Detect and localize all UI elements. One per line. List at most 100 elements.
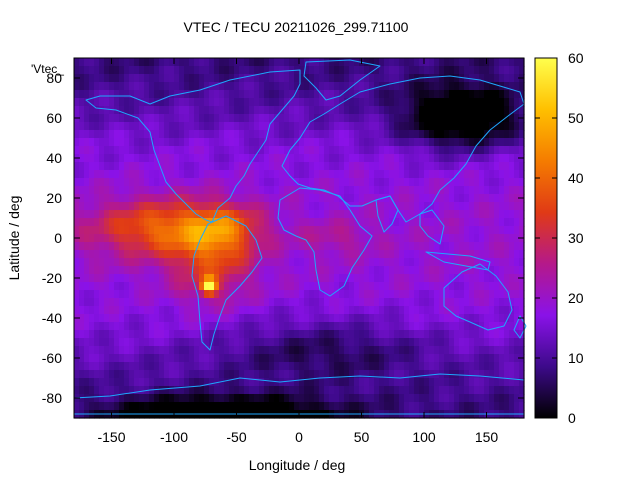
heatmap-cell <box>329 106 335 115</box>
heatmap-cell <box>179 346 185 355</box>
heatmap-cell <box>174 330 180 339</box>
heatmap-cell <box>459 74 465 83</box>
heatmap-cell <box>104 386 110 395</box>
heatmap-cell <box>319 218 325 227</box>
heatmap-cell <box>164 402 170 411</box>
heatmap-cell <box>264 74 270 83</box>
heatmap-cell <box>224 290 230 299</box>
heatmap-cell <box>454 82 460 91</box>
heatmap-cell <box>174 274 180 283</box>
heatmap-cell <box>284 258 290 267</box>
heatmap-cell <box>109 66 115 75</box>
heatmap-cell <box>234 130 240 139</box>
heatmap-cell <box>429 226 435 235</box>
heatmap-cell <box>239 194 245 203</box>
heatmap-cell <box>189 258 195 267</box>
heatmap-cell <box>379 202 385 211</box>
heatmap-cell <box>424 370 430 379</box>
heatmap-cell <box>449 274 455 283</box>
heatmap-cell <box>129 130 135 139</box>
heatmap-cell <box>354 314 360 323</box>
x-tick-label: 150 <box>475 429 499 445</box>
heatmap-cell <box>324 170 330 179</box>
heatmap-cell <box>329 162 335 171</box>
heatmap-cell <box>169 114 175 123</box>
heatmap-cell <box>294 234 300 243</box>
heatmap-cell <box>229 338 235 347</box>
heatmap-cell <box>329 82 335 91</box>
heatmap-cell <box>219 106 225 115</box>
heatmap-cell <box>419 170 425 179</box>
heatmap-cell <box>289 178 295 187</box>
heatmap-cell <box>259 274 265 283</box>
heatmap-cell <box>314 346 320 355</box>
heatmap-cell <box>514 378 520 387</box>
heatmap-cell <box>219 330 225 339</box>
heatmap-cell <box>274 298 280 307</box>
heatmap-cell <box>119 242 125 251</box>
heatmap-cell <box>94 106 100 115</box>
heatmap-cell <box>444 202 450 211</box>
heatmap-cell <box>199 194 205 203</box>
heatmap-cell <box>129 58 135 67</box>
heatmap-cell <box>264 346 270 355</box>
heatmap-cell <box>379 114 385 123</box>
heatmap-cell <box>189 194 195 203</box>
heatmap-cell <box>514 186 520 195</box>
heatmap-cell <box>199 394 205 403</box>
heatmap-cell <box>219 322 225 331</box>
heatmap-cell <box>334 162 340 171</box>
heatmap-cell <box>94 266 100 275</box>
heatmap-cell <box>149 146 155 155</box>
heatmap-cell <box>94 338 100 347</box>
heatmap-cell <box>279 362 285 371</box>
heatmap-cell <box>129 266 135 275</box>
heatmap-cell <box>169 370 175 379</box>
heatmap-cell <box>119 170 125 179</box>
heatmap-cell <box>114 250 120 259</box>
colorbar-tick-label: 20 <box>568 290 584 306</box>
heatmap-cell <box>439 114 445 123</box>
heatmap-cell <box>89 402 95 411</box>
heatmap-cell <box>314 306 320 315</box>
heatmap-cell <box>229 178 235 187</box>
heatmap-cell <box>489 66 495 75</box>
heatmap-cell <box>449 378 455 387</box>
heatmap-cell <box>279 98 285 107</box>
heatmap-cell <box>149 186 155 195</box>
heatmap-cell <box>124 138 130 147</box>
heatmap-cell <box>429 346 435 355</box>
heatmap-cell <box>239 250 245 259</box>
heatmap-cell <box>199 378 205 387</box>
heatmap-cell <box>369 154 375 163</box>
y-tick-label: 80 <box>46 70 62 86</box>
heatmap-cell <box>144 266 150 275</box>
heatmap-cell <box>219 266 225 275</box>
heatmap-cell <box>139 322 145 331</box>
heatmap-cell <box>239 210 245 219</box>
heatmap-cell <box>504 130 510 139</box>
heatmap-cell <box>129 234 135 243</box>
heatmap-cell <box>99 218 105 227</box>
heatmap-cell <box>239 218 245 227</box>
heatmap-cell <box>234 186 240 195</box>
heatmap-cell <box>289 114 295 123</box>
heatmap-cell <box>159 402 165 411</box>
heatmap-cell <box>459 186 465 195</box>
heatmap-cell <box>184 354 190 363</box>
heatmap-cell <box>379 138 385 147</box>
heatmap-cell <box>384 210 390 219</box>
heatmap-cell <box>519 250 525 259</box>
heatmap-cell <box>464 338 470 347</box>
heatmap-cell <box>159 242 165 251</box>
heatmap-cell <box>149 122 155 131</box>
heatmap-cell <box>429 386 435 395</box>
heatmap-cell <box>109 218 115 227</box>
y-tick-label: 60 <box>46 110 62 126</box>
heatmap-cell <box>84 154 90 163</box>
heatmap-cell <box>469 218 475 227</box>
heatmap-cell <box>329 370 335 379</box>
heatmap-cell <box>334 234 340 243</box>
heatmap-cell <box>279 386 285 395</box>
heatmap-cell <box>349 386 355 395</box>
